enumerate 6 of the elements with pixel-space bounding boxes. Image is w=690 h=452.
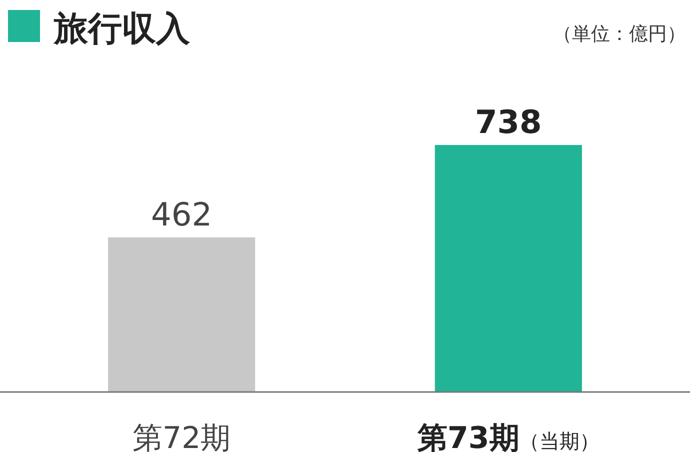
chart-title: 旅行収入 bbox=[53, 9, 191, 49]
data-label: 738 bbox=[475, 103, 542, 141]
chart-subtitle: （単位：億円） bbox=[553, 23, 686, 45]
x-tick-label: 第72期 bbox=[132, 421, 231, 452]
x-tick-label: 第73期（当期） bbox=[416, 421, 600, 452]
data-label: 462 bbox=[151, 195, 212, 234]
